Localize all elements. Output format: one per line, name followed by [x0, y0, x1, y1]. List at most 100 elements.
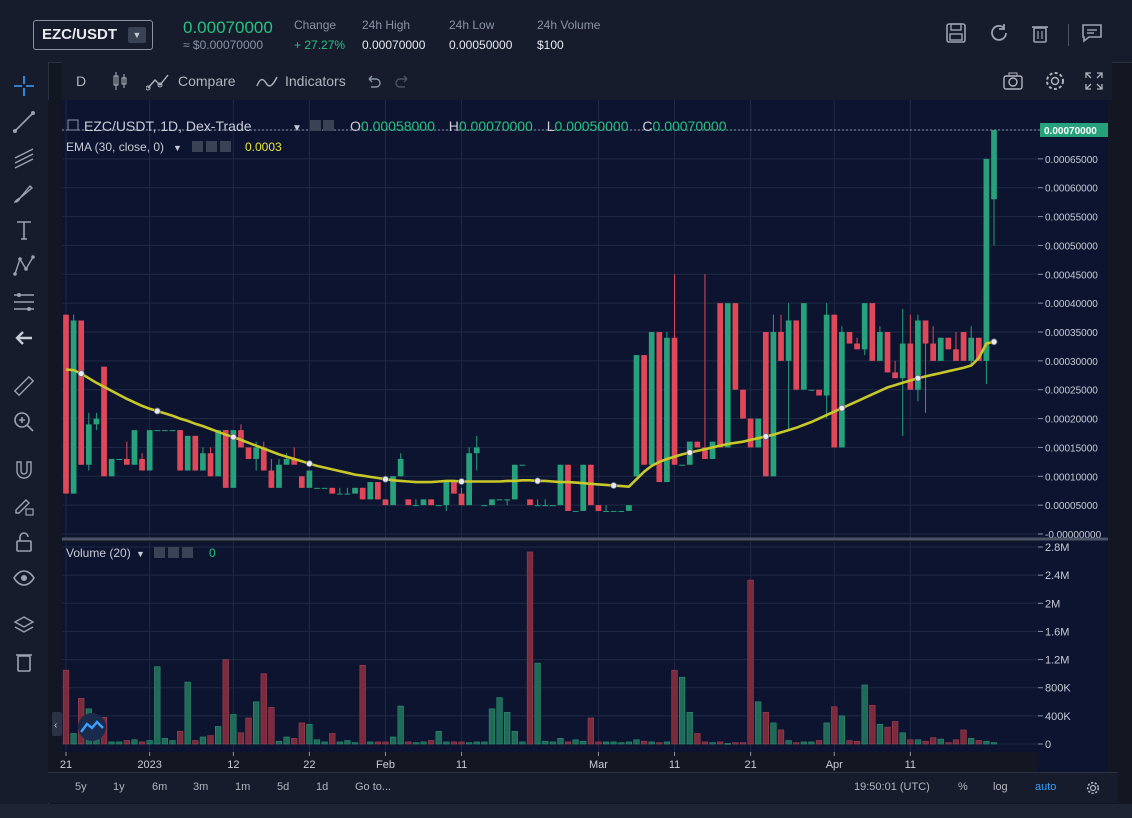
- volume-bar[interactable]: [701, 741, 709, 745]
- candle-body[interactable]: [131, 430, 138, 465]
- volume-bar[interactable]: [534, 662, 541, 745]
- ema-marker[interactable]: [153, 407, 161, 415]
- volume-bar[interactable]: [428, 740, 435, 745]
- candle-body[interactable]: [572, 510, 579, 512]
- eye-icon[interactable]: [154, 547, 165, 558]
- volume-bar[interactable]: [504, 712, 511, 745]
- volume-bar[interactable]: [496, 697, 503, 745]
- auto-scale-toggle[interactable]: auto: [1035, 781, 1057, 793]
- candle[interactable]: [329, 487, 336, 494]
- candle[interactable]: [336, 487, 343, 495]
- volume-bar[interactable]: [481, 741, 488, 745]
- candle[interactable]: [298, 476, 305, 488]
- candle-body[interactable]: [93, 418, 100, 425]
- candle[interactable]: [960, 332, 967, 361]
- zoom-in-icon[interactable]: [12, 410, 36, 434]
- candle[interactable]: [915, 314, 921, 402]
- gear-icon[interactable]: [168, 547, 179, 558]
- candle-body[interactable]: [451, 482, 457, 494]
- candle-body[interactable]: [382, 499, 389, 506]
- candle[interactable]: [108, 458, 115, 477]
- candle-body[interactable]: [953, 349, 959, 361]
- candle-body[interactable]: [139, 458, 145, 471]
- ema-marker[interactable]: [914, 374, 922, 382]
- candle[interactable]: [85, 412, 92, 471]
- candle-body[interactable]: [740, 389, 746, 419]
- candle-body[interactable]: [352, 487, 358, 494]
- candle-body[interactable]: [154, 430, 161, 432]
- volume-bar[interactable]: [686, 712, 693, 745]
- range-1y[interactable]: 1y: [113, 781, 125, 793]
- candle-body[interactable]: [877, 332, 883, 361]
- candle-body[interactable]: [557, 464, 564, 506]
- volume-bar[interactable]: [640, 740, 648, 745]
- candle-body[interactable]: [276, 464, 282, 488]
- candle[interactable]: [473, 435, 480, 471]
- volume-bar[interactable]: [648, 741, 655, 745]
- eye-icon[interactable]: [12, 566, 36, 590]
- candle[interactable]: [785, 303, 792, 431]
- chevron-down-icon[interactable]: ▼: [173, 143, 182, 153]
- candle[interactable]: [542, 499, 549, 507]
- candle-body[interactable]: [785, 320, 792, 361]
- candle[interactable]: [276, 458, 282, 488]
- candle-body[interactable]: [664, 337, 670, 483]
- volume-bar[interactable]: [405, 741, 412, 745]
- volume-bar[interactable]: [990, 742, 998, 745]
- candle-body[interactable]: [466, 453, 472, 506]
- volume-bar[interactable]: [382, 741, 389, 745]
- gear-icon[interactable]: [1044, 70, 1066, 92]
- candle[interactable]: [664, 332, 670, 483]
- candle-body[interactable]: [762, 332, 769, 477]
- candle[interactable]: [793, 320, 800, 390]
- volume-bar[interactable]: [602, 741, 610, 745]
- candle[interactable]: [154, 430, 161, 432]
- volume-bar[interactable]: [572, 739, 579, 745]
- volume-bar[interactable]: [215, 726, 222, 745]
- candle-body[interactable]: [694, 441, 701, 448]
- candle-body[interactable]: [473, 447, 480, 454]
- gear-icon[interactable]: [1086, 781, 1100, 795]
- candle[interactable]: [869, 303, 876, 361]
- volume-bar[interactable]: [679, 676, 686, 745]
- volume-bar[interactable]: [260, 673, 267, 745]
- candle-body[interactable]: [268, 470, 275, 488]
- candle[interactable]: [671, 274, 678, 465]
- candle-body[interactable]: [702, 447, 708, 459]
- candle-body[interactable]: [709, 441, 716, 459]
- candle[interactable]: [740, 389, 746, 419]
- candle-body[interactable]: [679, 464, 685, 466]
- volume-bar[interactable]: [253, 701, 260, 745]
- candle[interactable]: [831, 314, 838, 448]
- candle-body[interactable]: [915, 320, 921, 390]
- candle-body[interactable]: [230, 430, 237, 488]
- candle[interactable]: [626, 505, 632, 511]
- volume-bar[interactable]: [154, 666, 161, 745]
- ema-marker[interactable]: [382, 475, 389, 483]
- volume-bar[interactable]: [443, 741, 450, 745]
- volume-bar[interactable]: [899, 732, 906, 745]
- candle[interactable]: [580, 464, 587, 511]
- candle[interactable]: [778, 314, 784, 361]
- candle[interactable]: [344, 487, 351, 495]
- volume-bar[interactable]: [815, 740, 823, 745]
- volume-bar[interactable]: [511, 731, 518, 745]
- candle[interactable]: [222, 430, 229, 488]
- candle[interactable]: [131, 430, 138, 465]
- candle[interactable]: [557, 464, 564, 506]
- scroll-left-control[interactable]: ‹: [52, 712, 62, 736]
- candle[interactable]: [367, 482, 374, 500]
- ema-marker[interactable]: [534, 477, 542, 485]
- candle-body[interactable]: [884, 332, 891, 373]
- candle[interactable]: [78, 320, 85, 465]
- candle[interactable]: [162, 430, 168, 432]
- candle-body[interactable]: [945, 337, 952, 350]
- brush-icon[interactable]: [12, 182, 36, 206]
- volume-bar[interactable]: [884, 726, 891, 745]
- candle[interactable]: [656, 332, 663, 483]
- candle[interactable]: [899, 308, 906, 436]
- candle[interactable]: [435, 505, 442, 507]
- candle-body[interactable]: [656, 332, 663, 483]
- candle-body[interactable]: [793, 320, 800, 390]
- candle[interactable]: [215, 430, 221, 477]
